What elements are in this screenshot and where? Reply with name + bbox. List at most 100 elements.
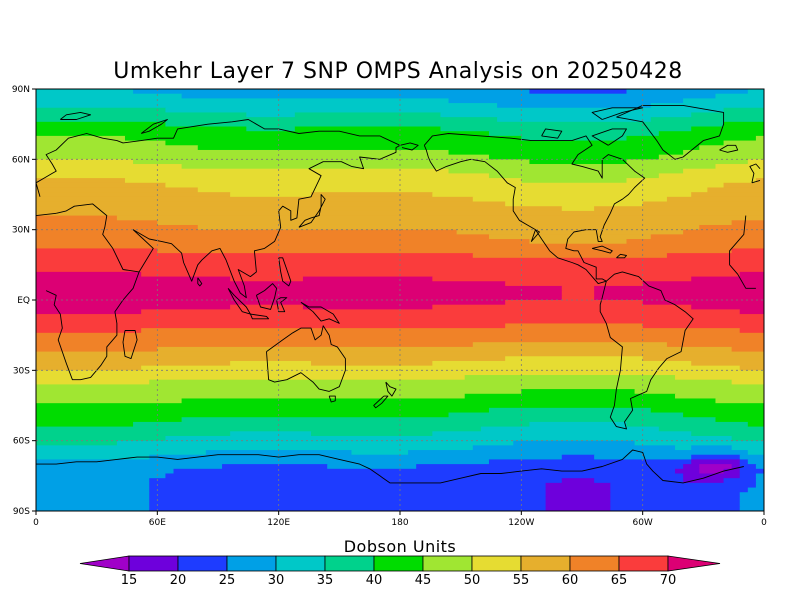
field-cell xyxy=(157,220,733,226)
field-cell xyxy=(133,89,531,95)
field-cell xyxy=(545,482,611,489)
field-cell xyxy=(36,229,458,235)
field-cell xyxy=(36,126,247,132)
field-cell xyxy=(149,492,547,498)
field-cell xyxy=(731,435,764,442)
field-cell xyxy=(36,121,167,128)
field-cell xyxy=(36,285,563,292)
field-cell xyxy=(36,482,150,489)
field-cell xyxy=(36,417,183,423)
field-cell xyxy=(456,229,684,235)
field-cell xyxy=(658,426,764,432)
field-cell xyxy=(642,281,764,287)
field-cell xyxy=(561,478,595,484)
field-cell xyxy=(165,473,684,479)
field-cell xyxy=(561,290,595,296)
field-cell xyxy=(755,178,764,184)
field-cell xyxy=(36,309,142,315)
field-cell xyxy=(594,206,764,212)
colorbar-units-label: Dobson Units xyxy=(344,537,457,556)
field-cell xyxy=(149,454,563,461)
colorbar-level-label: 30 xyxy=(268,573,285,588)
field-cell xyxy=(545,501,611,507)
field-cell xyxy=(351,450,409,456)
field-cell xyxy=(149,379,733,385)
field-cell xyxy=(723,107,764,114)
field-cell xyxy=(36,435,167,442)
field-cell xyxy=(36,173,490,179)
field-cell xyxy=(36,117,498,123)
field-cell xyxy=(311,431,433,437)
field-cell xyxy=(513,440,636,446)
field-cell xyxy=(464,393,676,400)
field-cell xyxy=(36,407,490,414)
field-cell xyxy=(626,178,757,184)
field-cell xyxy=(683,412,764,418)
field-cell xyxy=(36,421,134,428)
field-cell xyxy=(505,323,644,329)
field-cell xyxy=(302,304,433,310)
field-cell xyxy=(36,450,207,456)
field-cell xyxy=(755,464,764,470)
field-cell xyxy=(246,112,296,118)
field-cell xyxy=(36,93,183,99)
field-cell xyxy=(311,360,433,367)
field-cell xyxy=(124,135,522,142)
field-cell xyxy=(36,201,506,207)
field-cell xyxy=(594,478,684,484)
field-cell xyxy=(610,487,749,493)
field-cell xyxy=(36,440,118,446)
field-cell xyxy=(116,215,764,221)
field-cell xyxy=(691,304,764,310)
colorbar-box xyxy=(275,555,326,572)
field-cell xyxy=(36,178,126,184)
field-cell xyxy=(464,375,676,381)
field-cell xyxy=(747,421,764,428)
field-cell xyxy=(472,196,668,203)
field-cell xyxy=(141,328,741,334)
ozone-field xyxy=(36,89,764,511)
field-cell xyxy=(165,107,725,114)
field-cell xyxy=(36,220,158,226)
field-cell xyxy=(36,131,490,137)
field-cell xyxy=(497,117,652,123)
field-cell xyxy=(36,431,231,437)
field-cell xyxy=(691,276,764,282)
colorbar-level-label: 50 xyxy=(464,573,481,588)
field-cell xyxy=(488,407,652,414)
field-cell xyxy=(165,435,733,442)
field-cell xyxy=(594,295,764,301)
field-cell xyxy=(739,365,764,371)
field-cell xyxy=(36,365,142,371)
field-cell xyxy=(529,239,628,245)
field-cell xyxy=(230,192,312,198)
field-cell xyxy=(36,459,490,465)
field-cell xyxy=(739,492,764,498)
field-cell xyxy=(472,253,668,259)
field-cell xyxy=(197,145,700,151)
coast-eurasia-chukotka xyxy=(399,142,419,151)
field-cell xyxy=(36,154,490,160)
lat-tick-label: 90N xyxy=(12,85,30,95)
field-cell xyxy=(715,93,764,99)
field-cell xyxy=(36,464,223,470)
field-cell xyxy=(36,206,563,212)
field-cell xyxy=(658,131,764,137)
field-cell xyxy=(739,464,757,470)
coast-eurasia-west xyxy=(36,119,401,299)
field-cell xyxy=(448,98,684,104)
coast-new-guinea xyxy=(300,301,340,324)
field-cell xyxy=(36,487,150,493)
coast-baffin-island xyxy=(591,128,627,146)
field-cell xyxy=(141,271,741,278)
coast-madagascar xyxy=(122,330,138,360)
field-cell xyxy=(149,506,547,511)
field-cell xyxy=(521,178,628,184)
field-cell xyxy=(747,159,764,165)
lat-tick-label: EQ xyxy=(17,296,30,306)
field-cell xyxy=(634,440,764,446)
field-cell xyxy=(36,346,158,353)
field-cell xyxy=(699,464,733,470)
field-cell xyxy=(472,342,668,348)
